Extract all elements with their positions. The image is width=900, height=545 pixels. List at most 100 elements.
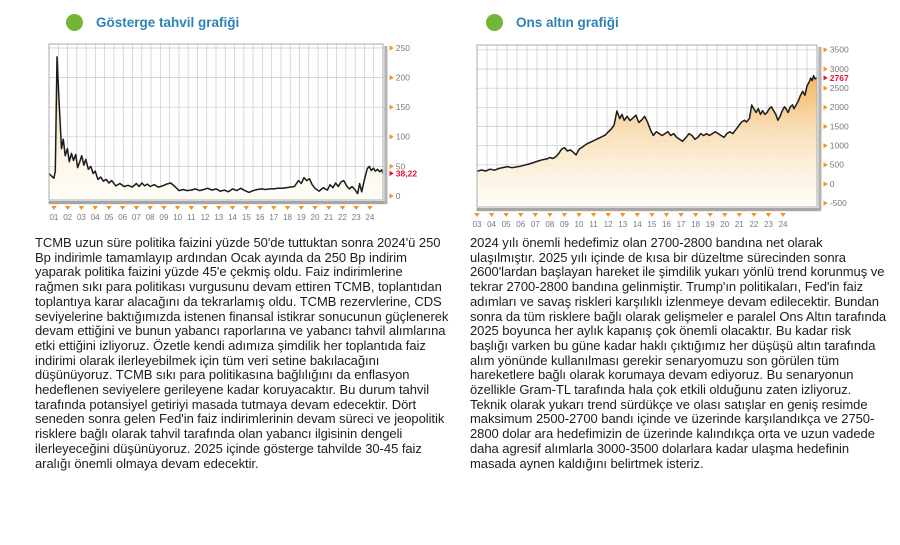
x-tick-label: 10 xyxy=(173,213,182,222)
x-tick-label: 16 xyxy=(662,220,671,229)
tick-triangle-icon xyxy=(605,213,611,217)
x-tick-label: 06 xyxy=(118,213,127,222)
x-tick-label: 08 xyxy=(545,220,554,229)
y-tick-label: 250 xyxy=(396,43,410,53)
area-fill xyxy=(477,75,817,207)
tick-triangle-icon xyxy=(202,206,208,210)
x-axis-ticks: 01 02 03 04 05 06 07 08 09 10 11 12 13 14 15 16 17 18 19 20… xyxy=(49,206,375,222)
y-tick-label: 50 xyxy=(396,161,406,171)
tick-triangle-icon xyxy=(339,206,346,210)
gold-chart-title: Ons altın grafiği xyxy=(516,14,619,30)
area-fill xyxy=(49,56,383,201)
tick-triangle-icon xyxy=(284,206,291,210)
x-tick-label: 17 xyxy=(677,220,686,229)
tick-arrow-icon xyxy=(823,181,828,187)
tick-triangle-icon xyxy=(736,213,743,217)
x-tick-label: 22 xyxy=(749,220,758,229)
tick-arrow-icon xyxy=(823,162,828,168)
tick-triangle-icon xyxy=(106,206,112,210)
tick-triangle-icon xyxy=(367,206,373,210)
x-tick-label: 17 xyxy=(269,213,278,222)
tick-arrow-icon xyxy=(823,200,828,206)
tick-arrow-icon xyxy=(389,45,394,51)
x-tick-label: 05 xyxy=(104,213,113,222)
tick-triangle-icon xyxy=(649,213,655,217)
x-tick-label: 18 xyxy=(691,220,700,229)
tick-triangle-icon xyxy=(721,213,728,217)
y-tick-label: 2000 xyxy=(830,102,849,112)
tick-arrow-icon xyxy=(389,104,394,110)
y-tick-label: 200 xyxy=(396,73,410,83)
frame-shadow-bottom xyxy=(48,201,387,205)
tick-triangle-icon xyxy=(561,213,568,217)
tick-triangle-icon xyxy=(678,213,684,217)
tick-triangle-icon xyxy=(325,206,332,210)
plot-frame xyxy=(48,43,384,201)
tick-triangle-icon xyxy=(765,213,772,217)
bond-panel-header: Gösterge tahvil grafiği xyxy=(66,13,239,31)
tick-triangle-icon xyxy=(216,206,222,210)
tick-triangle-icon xyxy=(188,206,195,210)
x-tick-label: 12 xyxy=(201,213,210,222)
y-tick-label: 150 xyxy=(396,102,410,112)
green-bullet-icon xyxy=(486,13,503,31)
tick-arrow-icon xyxy=(389,193,394,199)
x-tick-label: 06 xyxy=(516,220,525,229)
y-tick-label: 1000 xyxy=(830,141,849,151)
plot-frame xyxy=(476,44,818,208)
x-tick-label: 23 xyxy=(352,213,361,222)
x-tick-label: 09 xyxy=(560,220,569,229)
tick-triangle-icon xyxy=(547,213,553,217)
x-tick-label: 13 xyxy=(214,213,223,222)
x-tick-label: 07 xyxy=(531,220,540,229)
tick-triangle-icon xyxy=(517,213,524,217)
tick-triangle-icon xyxy=(532,213,539,217)
y-axis-ticks: 250 200 150 100 50 0 xyxy=(389,43,410,201)
x-tick-label: 15 xyxy=(647,220,656,229)
tick-triangle-icon xyxy=(707,213,713,217)
tick-arrow-icon xyxy=(389,75,394,81)
tick-triangle-icon xyxy=(133,206,140,210)
tick-arrow-icon xyxy=(823,143,828,149)
tick-triangle-icon xyxy=(161,206,167,210)
x-tick-label: 11 xyxy=(589,220,598,229)
frame-shadow-bottom xyxy=(476,208,821,212)
x-tick-label: 24 xyxy=(365,213,374,222)
bond-chart: 01 02 03 04 05 06 07 08 09 10 11 12 13 14 15 16 17 18 19 20… xyxy=(48,43,417,222)
tick-arrow-icon xyxy=(389,134,394,140)
tick-triangle-icon xyxy=(147,206,153,210)
tick-triangle-icon xyxy=(298,206,305,210)
x-tick-label: 19 xyxy=(706,220,715,229)
tick-triangle-icon xyxy=(488,213,495,217)
y-tick-label: 2500 xyxy=(830,83,849,93)
tick-triangle-icon xyxy=(312,206,318,210)
y-tick-label: -500 xyxy=(830,198,847,208)
x-tick-label: 03 xyxy=(473,220,482,229)
frame-shadow-right xyxy=(384,46,388,204)
y-tick-label: 3500 xyxy=(830,45,849,55)
last-value-label: 2767 xyxy=(830,73,849,83)
x-tick-label: 20 xyxy=(311,213,320,222)
tick-triangle-icon xyxy=(229,206,236,210)
price-line xyxy=(476,74,818,173)
x-tick-label: 07 xyxy=(132,213,141,222)
x-tick-label: 04 xyxy=(487,220,496,229)
x-axis-ticks: 03 04 05 06 07 08 09 10 11 12 13 14 15 16 17 18 19 20 21 22… xyxy=(473,213,788,229)
y-tick-label: 3000 xyxy=(830,64,849,74)
price-line xyxy=(48,56,384,195)
bond-commentary-text: TCMB uzun süre politika faizini yüzde 50… xyxy=(35,235,449,471)
tick-triangle-icon xyxy=(663,213,670,217)
tick-arrow-icon xyxy=(823,47,828,53)
gold-chart: 03 04 05 06 07 08 09 10 11 12 13 14 15 16 17 18 19 20 21 22… xyxy=(473,44,849,229)
tick-triangle-icon xyxy=(174,206,181,210)
frame-shadow-right xyxy=(818,47,822,211)
last-value-arrow-icon xyxy=(389,170,394,176)
tick-triangle-icon xyxy=(474,213,480,217)
y-tick-label: 0 xyxy=(830,179,835,189)
tick-arrow-icon xyxy=(823,66,828,72)
y-axis-ticks: 3500 3000 2500 2000 1500 1000 500 0 -500 xyxy=(823,45,849,208)
x-tick-label: 22 xyxy=(338,213,347,222)
tick-triangle-icon xyxy=(353,206,360,210)
tick-arrow-icon xyxy=(389,163,394,169)
x-tick-label: 16 xyxy=(256,213,265,222)
